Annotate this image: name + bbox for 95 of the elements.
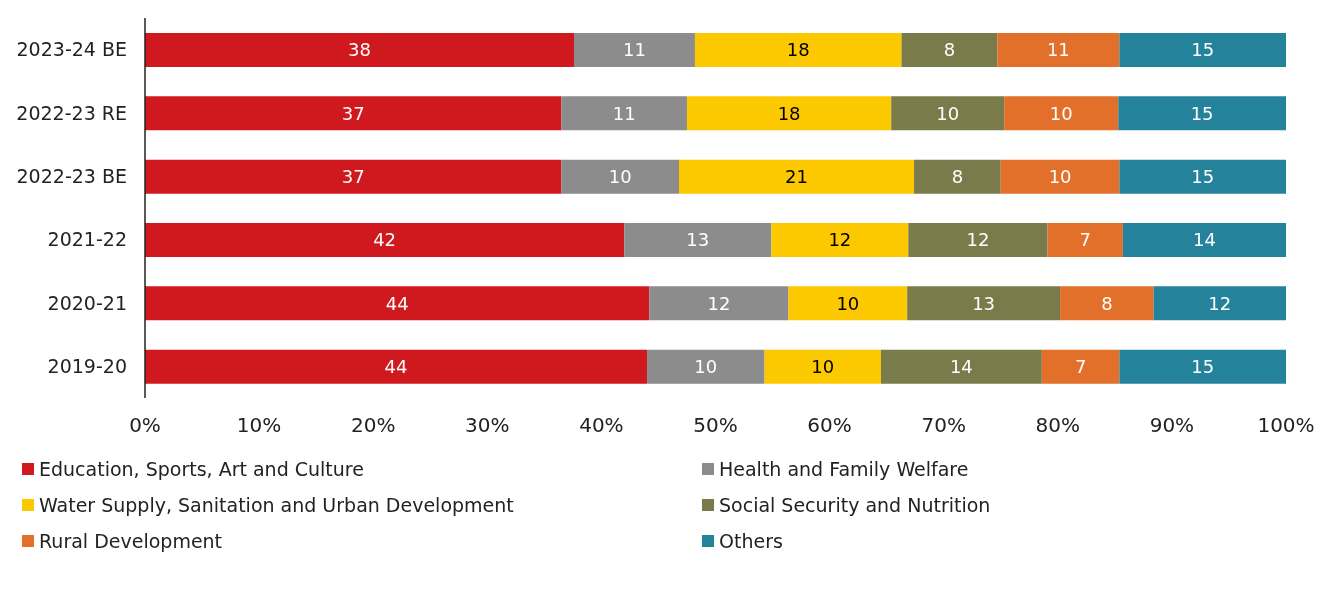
x-tick-label: 30% [465, 413, 510, 438]
bar [1047, 223, 1123, 257]
legend-label: Education, Sports, Art and Culture [39, 458, 364, 480]
bar [145, 223, 625, 257]
data-label: 13 [972, 292, 996, 314]
y-tick-label: 2020-21 [47, 291, 127, 314]
data-label: 13 [686, 229, 710, 251]
bar [914, 159, 1001, 194]
x-tick-label: 20% [350, 413, 396, 438]
data-label: 15 [1190, 102, 1214, 124]
bar [649, 286, 789, 321]
x-tick-label: 90% [1149, 413, 1195, 438]
legend-label: Health and Family Welfare [719, 458, 969, 480]
x-tick-label: 80% [1035, 413, 1081, 438]
bar [1119, 33, 1286, 67]
bar [1004, 96, 1119, 131]
data-label: 44 [385, 292, 409, 314]
data-label: 12 [966, 229, 990, 251]
bar [901, 33, 998, 67]
data-label: 11 [1046, 39, 1070, 61]
x-tick-label: 10% [236, 413, 282, 438]
bar [145, 159, 562, 194]
y-tick-label: 2019-20 [47, 355, 127, 378]
data-label: 11 [612, 102, 636, 124]
data-label: 10 [936, 102, 960, 124]
bar [1041, 349, 1120, 384]
data-label: 12 [707, 292, 731, 314]
data-label: 18 [786, 39, 810, 61]
bar [647, 349, 765, 384]
legend-label: Others [719, 530, 783, 552]
data-label: 15 [1191, 39, 1215, 61]
data-label: 10 [608, 166, 632, 188]
bar [1119, 349, 1286, 384]
data-label: 7 [1079, 229, 1091, 251]
data-label: 12 [828, 229, 852, 251]
x-tick-label: 70% [921, 413, 966, 438]
bar [574, 33, 695, 67]
bar [624, 223, 772, 257]
data-label: 15 [1191, 356, 1215, 378]
data-label: 8 [951, 166, 964, 188]
data-label: 12 [1208, 292, 1232, 314]
legend-label: Social Security and Nutrition [719, 494, 991, 516]
data-label: 37 [341, 166, 365, 188]
bar [686, 96, 892, 131]
data-label: 14 [949, 356, 973, 378]
bar [764, 349, 881, 384]
x-tick-label: 50% [693, 413, 738, 438]
bar [1000, 159, 1120, 194]
data-label: 10 [694, 356, 718, 378]
bar [771, 223, 909, 257]
bar [907, 286, 1061, 321]
bar [891, 96, 1005, 131]
data-label: 10 [1048, 166, 1072, 188]
bar [145, 286, 650, 321]
y-tick-label: 2023-24 BE [16, 38, 127, 61]
bar [145, 96, 562, 131]
data-label: 10 [811, 356, 835, 378]
x-tick-label: 60% [807, 413, 852, 438]
bar [694, 33, 902, 67]
y-tick-label: 2022-23 BE [16, 165, 127, 188]
data-label: 44 [384, 356, 408, 378]
bar [997, 33, 1120, 67]
y-tick-label: 2022-23 RE [16, 101, 127, 124]
y-tick-label: 2021-22 [47, 228, 127, 251]
bar [1119, 159, 1286, 194]
data-label: 11 [623, 39, 646, 61]
bar [561, 159, 679, 194]
bar [1060, 286, 1154, 321]
bar [145, 33, 575, 67]
bar [908, 223, 1048, 257]
bar [788, 286, 908, 321]
bar [561, 96, 687, 131]
data-label: 21 [785, 166, 808, 188]
data-label: 14 [1192, 229, 1216, 251]
data-label: 42 [373, 229, 397, 251]
bar [880, 349, 1042, 384]
data-label: 10 [1049, 102, 1073, 124]
data-label: 8 [943, 39, 956, 61]
data-label: 38 [348, 39, 371, 61]
bar [145, 349, 648, 384]
data-label: 7 [1074, 356, 1087, 378]
bar [1153, 286, 1286, 321]
bar [678, 159, 915, 194]
data-label: 8 [1101, 292, 1113, 314]
bar [1118, 96, 1286, 131]
data-label: 18 [777, 102, 801, 124]
data-label: 10 [836, 292, 860, 314]
legend-label: Rural Development [39, 530, 223, 552]
legend-label: Water Supply, Sanitation and Urban Development [39, 494, 514, 516]
x-tick-label: 40% [579, 413, 624, 438]
x-tick-label: 0% [129, 413, 161, 438]
data-label: 15 [1191, 166, 1215, 188]
bar [1122, 223, 1286, 257]
data-label: 37 [341, 102, 365, 124]
x-tick-label: 100% [1257, 413, 1315, 438]
